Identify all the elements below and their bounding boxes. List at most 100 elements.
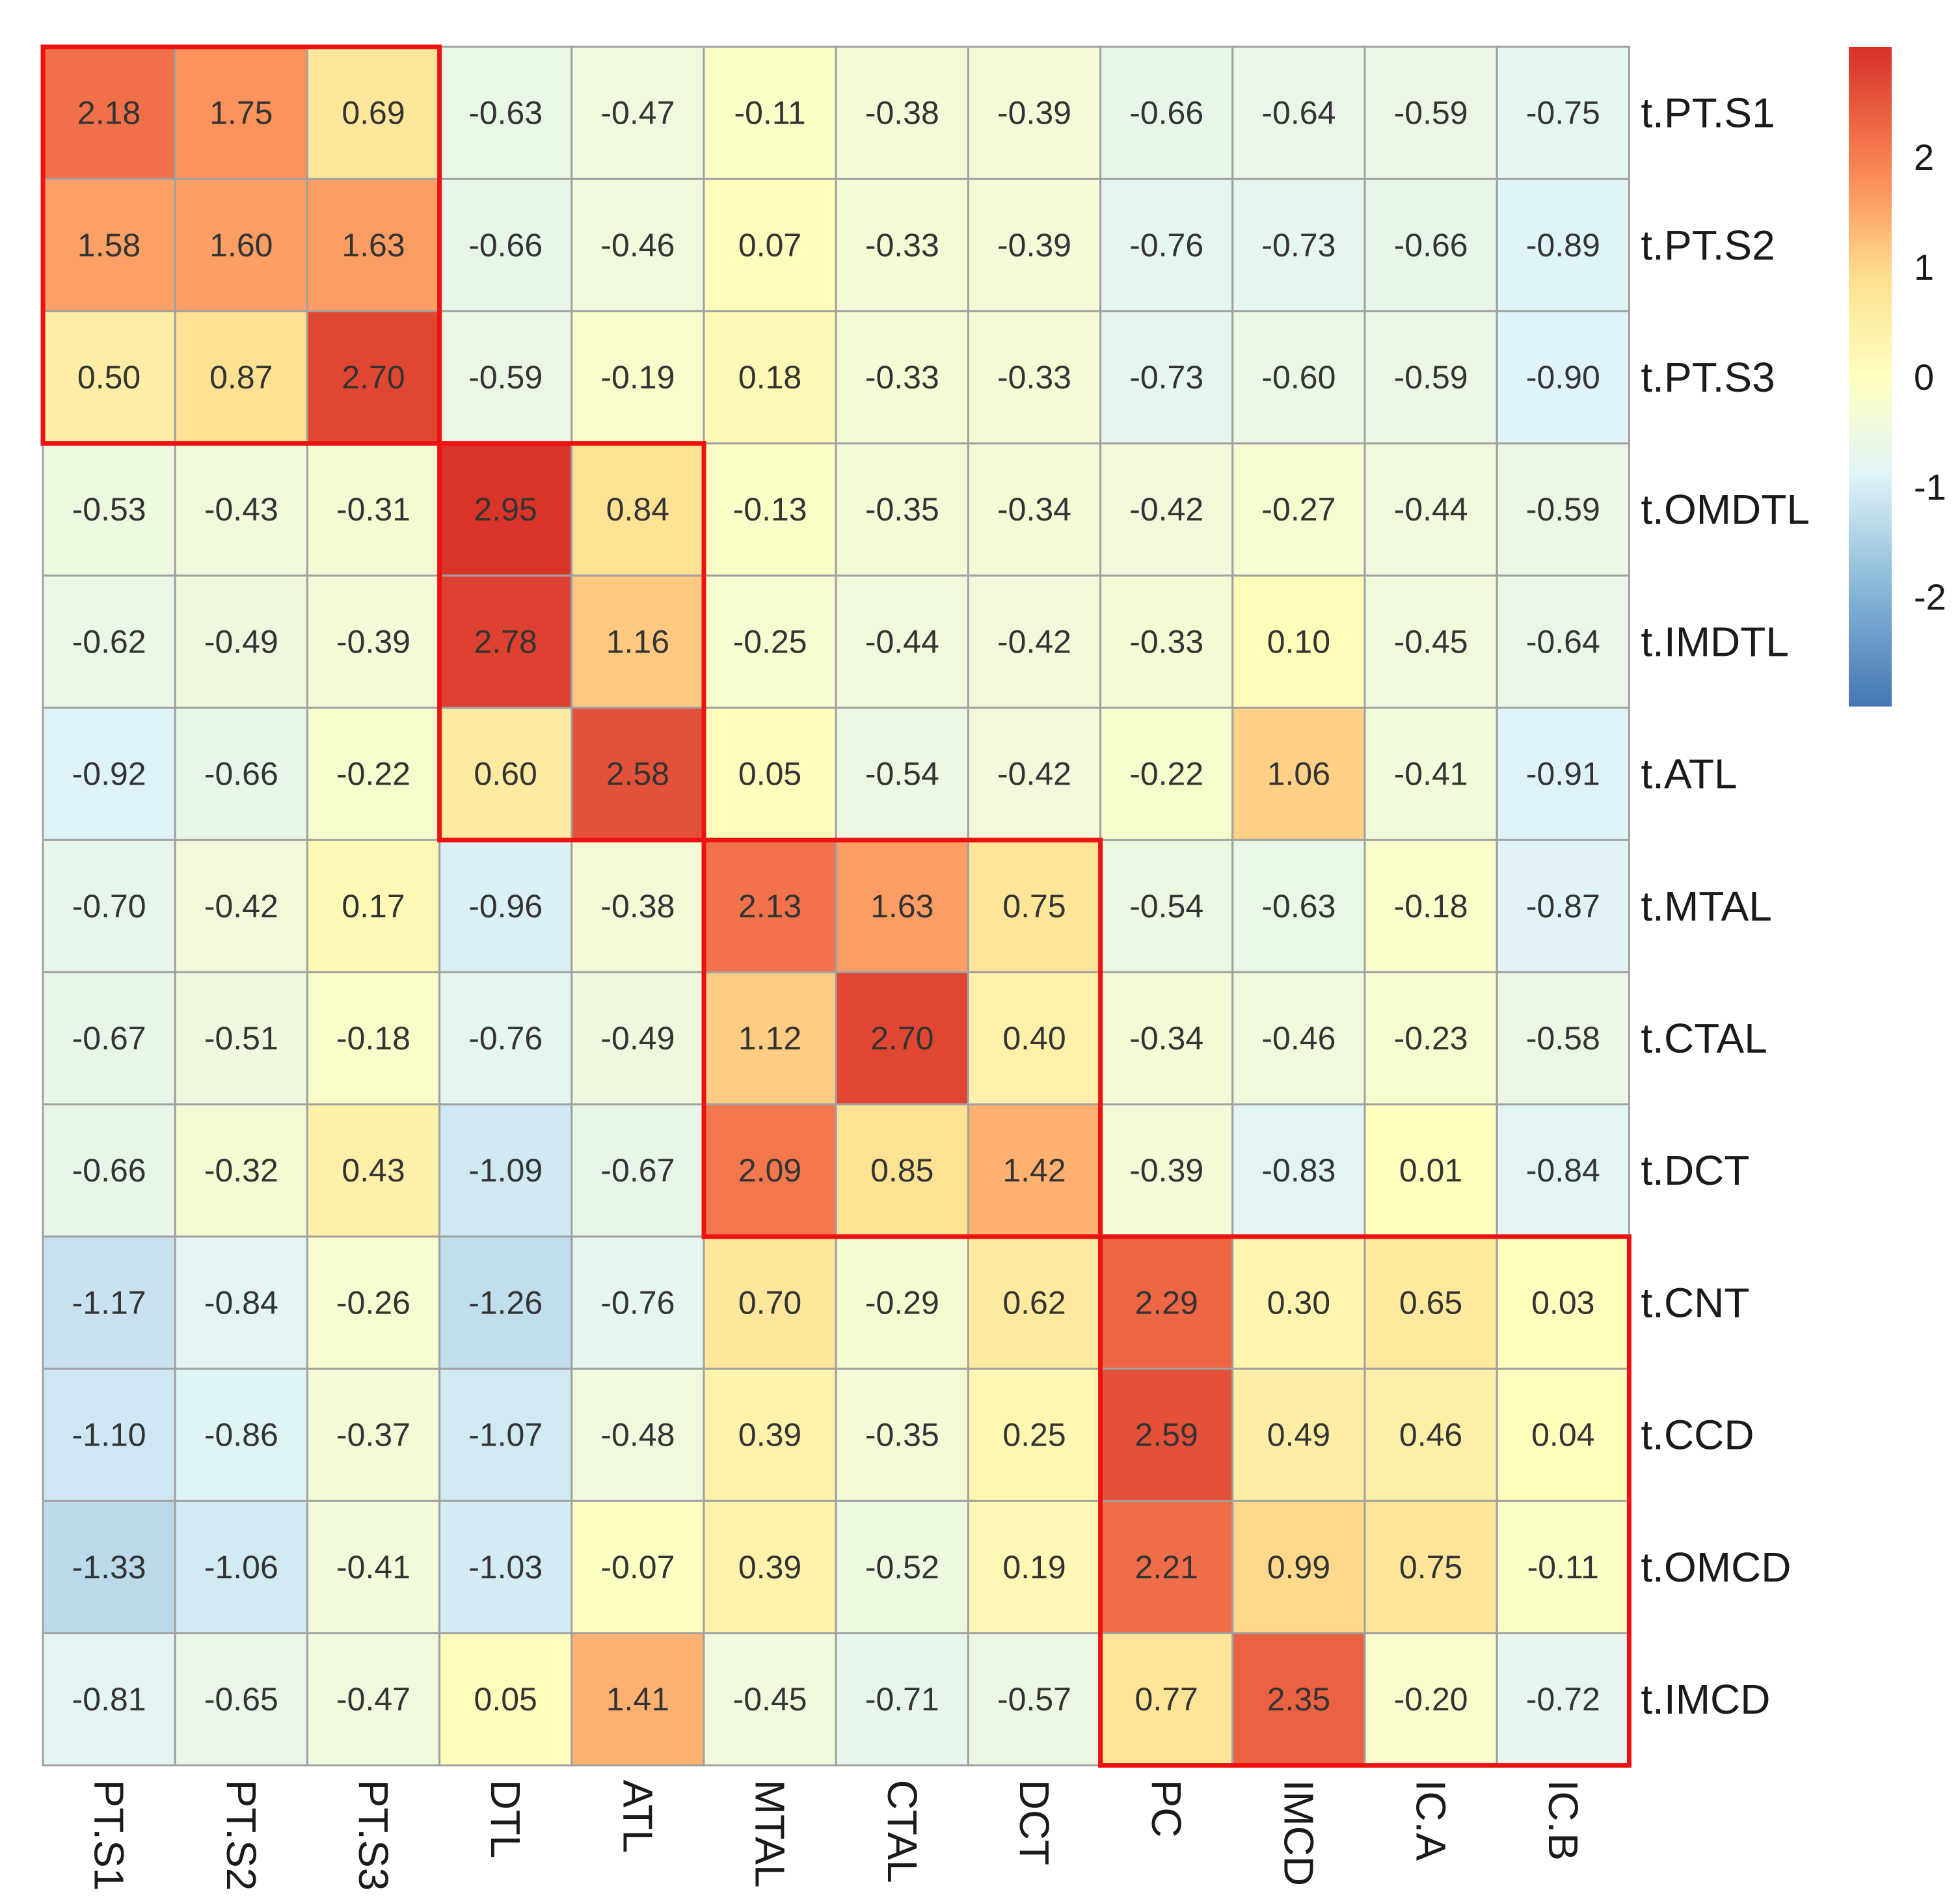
cell-value-label: -0.59 bbox=[1394, 95, 1468, 131]
cell-value-label: 0.17 bbox=[342, 888, 405, 924]
heatmap-cell bbox=[42, 442, 176, 577]
cell-value-label: 1.12 bbox=[738, 1020, 801, 1057]
cell-value-label: -0.38 bbox=[600, 888, 675, 924]
cell-value-label: -0.66 bbox=[1394, 227, 1468, 263]
cell-value-label: 0.03 bbox=[1531, 1284, 1594, 1321]
column-label: CTAL bbox=[879, 1780, 926, 1883]
heatmap-cell bbox=[1496, 1632, 1630, 1767]
cell-value-label: 2.29 bbox=[1135, 1284, 1198, 1321]
cell-value-label: -0.91 bbox=[1526, 756, 1600, 792]
heatmap-cell bbox=[174, 1103, 308, 1238]
cell-value-label: -0.33 bbox=[865, 359, 939, 396]
heatmap-cell bbox=[42, 310, 176, 445]
heatmap-cell bbox=[306, 1103, 441, 1238]
legend-colorbar bbox=[1849, 47, 1892, 707]
cell-value-label: -0.27 bbox=[1261, 491, 1336, 528]
heatmap-cell bbox=[1231, 1368, 1366, 1502]
cell-value-label: -0.59 bbox=[468, 359, 543, 396]
cell-value-label: -0.22 bbox=[336, 756, 410, 792]
cell-value-label: -0.44 bbox=[865, 623, 939, 660]
cell-value-label: -1.03 bbox=[468, 1549, 543, 1585]
cell-value-label: 2.70 bbox=[870, 1020, 933, 1057]
cell-value-label: -0.39 bbox=[997, 95, 1071, 131]
heatmap-cell bbox=[42, 46, 176, 180]
cell-value-label: -0.59 bbox=[1394, 359, 1468, 396]
cell-value-label: 0.30 bbox=[1267, 1284, 1330, 1321]
row-label: t.PT.S3 bbox=[1641, 354, 1775, 401]
cell-value-label: -1.33 bbox=[72, 1549, 146, 1585]
heatmap-cell bbox=[967, 1103, 1102, 1238]
cell-value-label: -1.10 bbox=[72, 1417, 146, 1453]
cell-value-label: 0.10 bbox=[1267, 623, 1330, 660]
heatmap-cell bbox=[438, 971, 573, 1106]
cell-value-label: -0.39 bbox=[997, 227, 1071, 263]
cell-value-label: -0.48 bbox=[600, 1417, 675, 1453]
heatmap-cell bbox=[967, 1235, 1102, 1370]
column-label: IMCD bbox=[1275, 1780, 1322, 1887]
row-label: t.OMCD bbox=[1641, 1544, 1791, 1591]
row-label: t.CNT bbox=[1641, 1279, 1749, 1326]
heatmap-cell bbox=[438, 1368, 573, 1502]
legend-tick-label: 0 bbox=[1914, 357, 1934, 398]
legend-tick-label: -1 bbox=[1914, 466, 1946, 507]
heatmap-cell bbox=[1363, 839, 1498, 973]
heatmap-cell bbox=[1231, 1235, 1366, 1370]
column-label: ATL bbox=[614, 1780, 661, 1854]
heatmap-cell bbox=[967, 574, 1102, 709]
cell-value-label: -0.70 bbox=[72, 888, 146, 924]
heatmap-cell bbox=[1496, 839, 1630, 973]
cell-value-label: -0.11 bbox=[734, 95, 805, 131]
cell-value-label: 0.04 bbox=[1531, 1417, 1594, 1453]
cell-value-label: 2.13 bbox=[738, 888, 801, 924]
cell-value-label: -0.41 bbox=[336, 1549, 410, 1585]
heatmap-cell bbox=[438, 839, 573, 973]
cell-value-label: -0.52 bbox=[865, 1549, 939, 1585]
cell-value-label: 2.18 bbox=[77, 95, 141, 131]
cell-value-label: -0.60 bbox=[1261, 359, 1336, 396]
cell-value-label: 0.87 bbox=[209, 359, 273, 396]
heatmap-cell bbox=[1363, 971, 1498, 1106]
heatmap-cell bbox=[42, 574, 176, 709]
column-label: PT.S2 bbox=[218, 1780, 265, 1891]
cell-value-label: -0.76 bbox=[1129, 227, 1203, 263]
column-label: DCT bbox=[1011, 1780, 1058, 1866]
heatmap-cell bbox=[174, 574, 308, 709]
heatmap-cell bbox=[571, 1235, 705, 1370]
row-labels: t.PT.S1 t.PT.S2 t.PT.S3 t.OMDTL t.IMDTL t.ATL… bbox=[1641, 90, 1810, 1723]
heatmap-cell bbox=[1231, 971, 1366, 1106]
cell-value-label: -0.38 bbox=[865, 95, 939, 131]
row-label: t.OMDTL bbox=[1641, 486, 1810, 533]
heatmap-cell bbox=[703, 1368, 837, 1502]
cell-value-label: -0.62 bbox=[72, 623, 146, 660]
column-labels: PT.S1 PT.S2 PT.S3 DTL ATL MTAL CTAL DCT PC IMCD IC… bbox=[86, 1780, 1587, 1891]
column-label: PC bbox=[1143, 1780, 1190, 1838]
heatmap-cell bbox=[835, 1500, 969, 1634]
cell-value-label: 0.60 bbox=[474, 756, 537, 792]
cell-value-label: 1.75 bbox=[209, 95, 273, 131]
cell-value-label: -0.64 bbox=[1261, 95, 1336, 131]
heatmap-cell bbox=[835, 178, 969, 312]
row-label: t.PT.S1 bbox=[1641, 90, 1775, 137]
heatmap-cell bbox=[174, 442, 308, 577]
cell-value-label: -0.87 bbox=[1526, 888, 1600, 924]
cell-value-label: 1.06 bbox=[1267, 756, 1330, 792]
cell-value-label: -0.96 bbox=[468, 888, 543, 924]
heatmap-cell bbox=[42, 1368, 176, 1502]
cell-value-label: -0.13 bbox=[733, 491, 807, 528]
heatmap-cell bbox=[1231, 178, 1366, 312]
cell-value-label: -0.42 bbox=[997, 756, 1071, 792]
cell-value-label: -1.09 bbox=[468, 1152, 543, 1189]
cell-value-label: 1.16 bbox=[606, 623, 669, 660]
heatmap-cell bbox=[1496, 1235, 1630, 1370]
row-label: t.MTAL bbox=[1641, 883, 1772, 930]
heatmap-cell bbox=[42, 839, 176, 973]
highlight-block bbox=[40, 44, 442, 446]
heatmap-cell bbox=[438, 310, 573, 445]
heatmap-cell bbox=[835, 1235, 969, 1370]
cell-value-label: -0.23 bbox=[1394, 1020, 1468, 1057]
highlight-block bbox=[701, 837, 1103, 1239]
cell-value-label: -0.43 bbox=[204, 491, 278, 528]
heatmap-cell bbox=[1496, 178, 1630, 312]
cell-value-label: -0.89 bbox=[1526, 227, 1600, 263]
cell-value-label: -0.76 bbox=[600, 1284, 675, 1321]
